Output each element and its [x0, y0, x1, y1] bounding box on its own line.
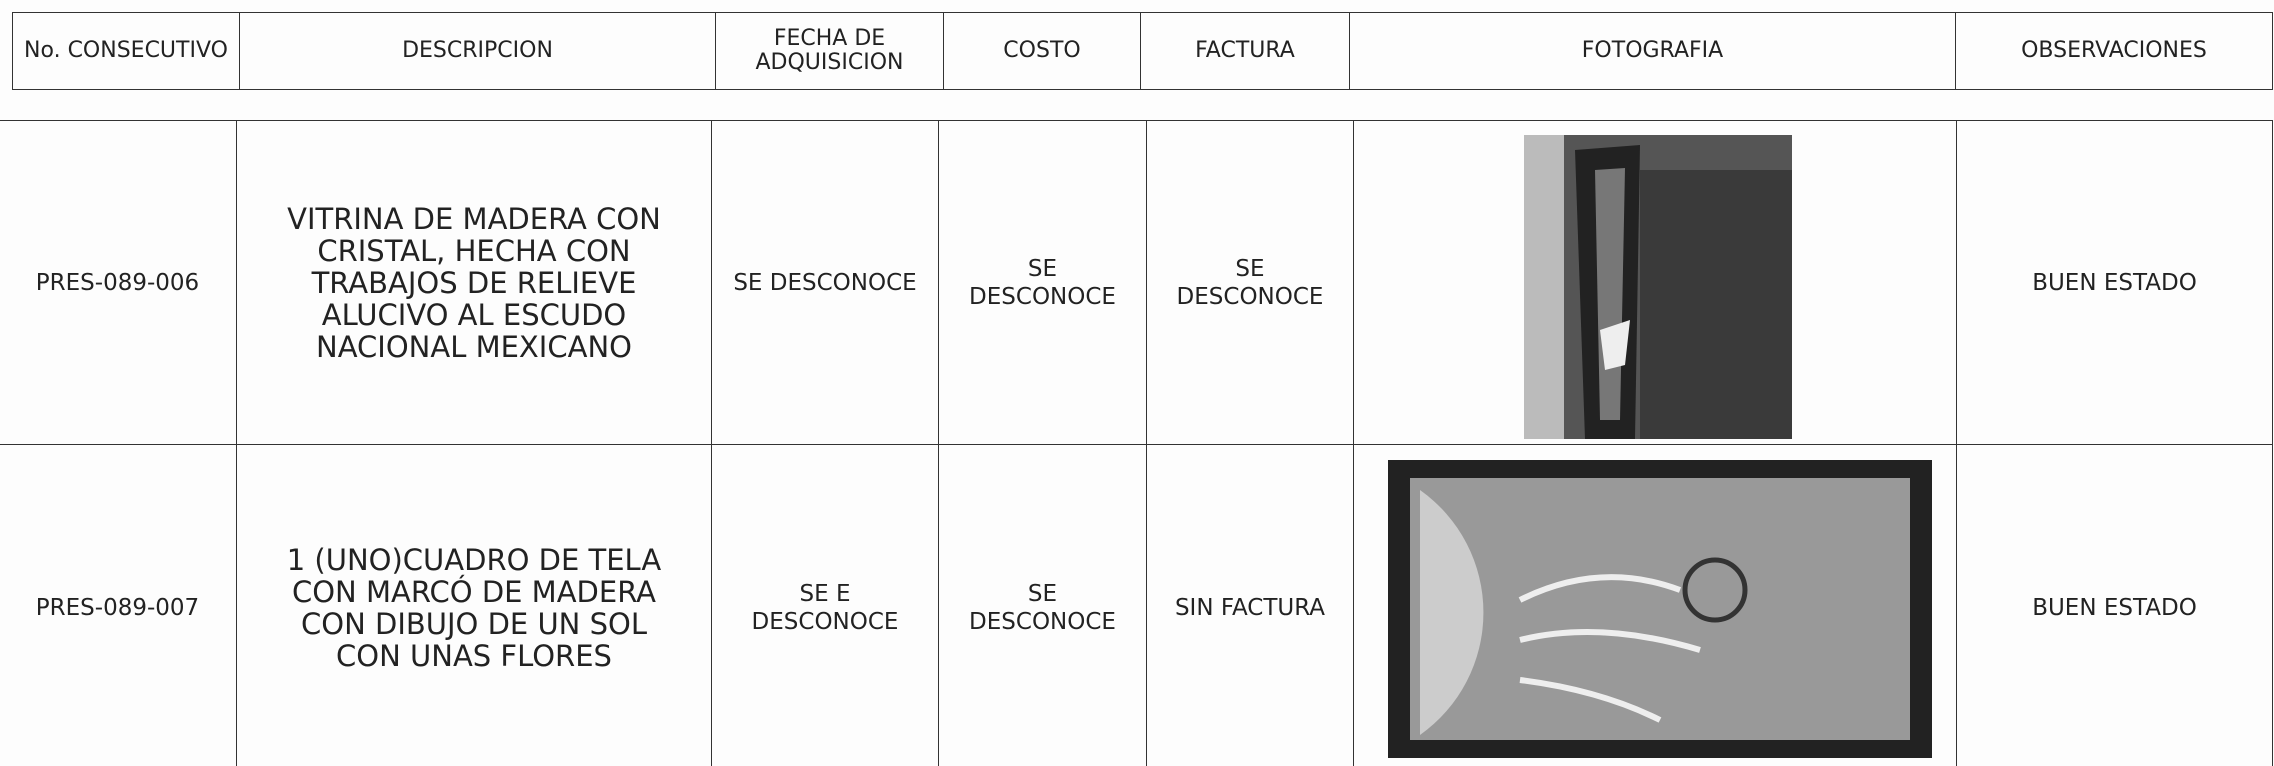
descripcion-cell-text: 1 (UNO)CUADRO DE TELA CON MARCÓ DE MADER…	[286, 542, 662, 673]
header-cell-text: No. CONSECUTIVO	[24, 38, 228, 63]
photo-cell	[1353, 444, 1957, 766]
header-cell-text: FECHA DE ADQUISICION	[755, 26, 904, 75]
consecutivo-cell: PRES-089-007	[0, 444, 237, 766]
factura-cell: SIN FACTURA	[1146, 444, 1354, 766]
header-cell: No. CONSECUTIVO	[12, 12, 240, 90]
header-cell-text: OBSERVACIONES	[2021, 38, 2207, 63]
header-cell: DESCRIPCION	[239, 12, 716, 90]
costo-cell-text: SE DESCONOCE	[969, 255, 1116, 310]
header-cell-text: DESCRIPCION	[402, 38, 553, 63]
factura-cell: SE DESCONOCE	[1146, 120, 1354, 445]
photo-cell	[1353, 120, 1957, 445]
costo-cell: SE DESCONOCE	[938, 120, 1147, 445]
header-cell-text: COSTO	[1003, 38, 1081, 63]
header-cell: OBSERVACIONES	[1955, 12, 2273, 90]
header-cell: FOTOGRAFIA	[1349, 12, 1956, 90]
costo-cell: SE DESCONOCE	[938, 444, 1147, 766]
fecha-cell-text: SE E DESCONOCE	[751, 580, 899, 635]
observaciones-cell-text: BUEN ESTADO	[2032, 269, 2197, 296]
descripcion-cell-text: VITRINA DE MADERA CON CRISTAL, HECHA CON…	[287, 201, 661, 364]
fecha-cell: SE E DESCONOCE	[711, 444, 939, 766]
fecha-cell: SE DESCONOCE	[711, 120, 939, 445]
observaciones-cell: BUEN ESTADO	[1956, 120, 2273, 445]
descripcion-cell: VITRINA DE MADERA CON CRISTAL, HECHA CON…	[236, 120, 712, 445]
header-cell-text: FACTURA	[1195, 38, 1295, 63]
header-cell: COSTO	[943, 12, 1141, 90]
header-cell: FECHA DE ADQUISICION	[715, 12, 944, 90]
consecutivo-cell-text: PRES-089-007	[35, 594, 200, 621]
costo-cell-text: SE DESCONOCE	[969, 580, 1116, 635]
observaciones-cell-text: BUEN ESTADO	[2032, 594, 2197, 621]
header-cell: FACTURA	[1140, 12, 1350, 90]
header-cell-text: FOTOGRAFIA	[1581, 38, 1724, 63]
factura-cell-text: SE DESCONOCE	[1176, 255, 1324, 310]
fecha-cell-text: SE DESCONOCE	[733, 269, 917, 296]
descripcion-cell: 1 (UNO)CUADRO DE TELA CON MARCÓ DE MADER…	[236, 444, 712, 766]
observaciones-cell: BUEN ESTADO	[1956, 444, 2273, 766]
consecutivo-cell-text: PRES-089-006	[35, 269, 200, 296]
consecutivo-cell: PRES-089-006	[0, 120, 237, 445]
factura-cell-text: SIN FACTURA	[1174, 594, 1326, 621]
